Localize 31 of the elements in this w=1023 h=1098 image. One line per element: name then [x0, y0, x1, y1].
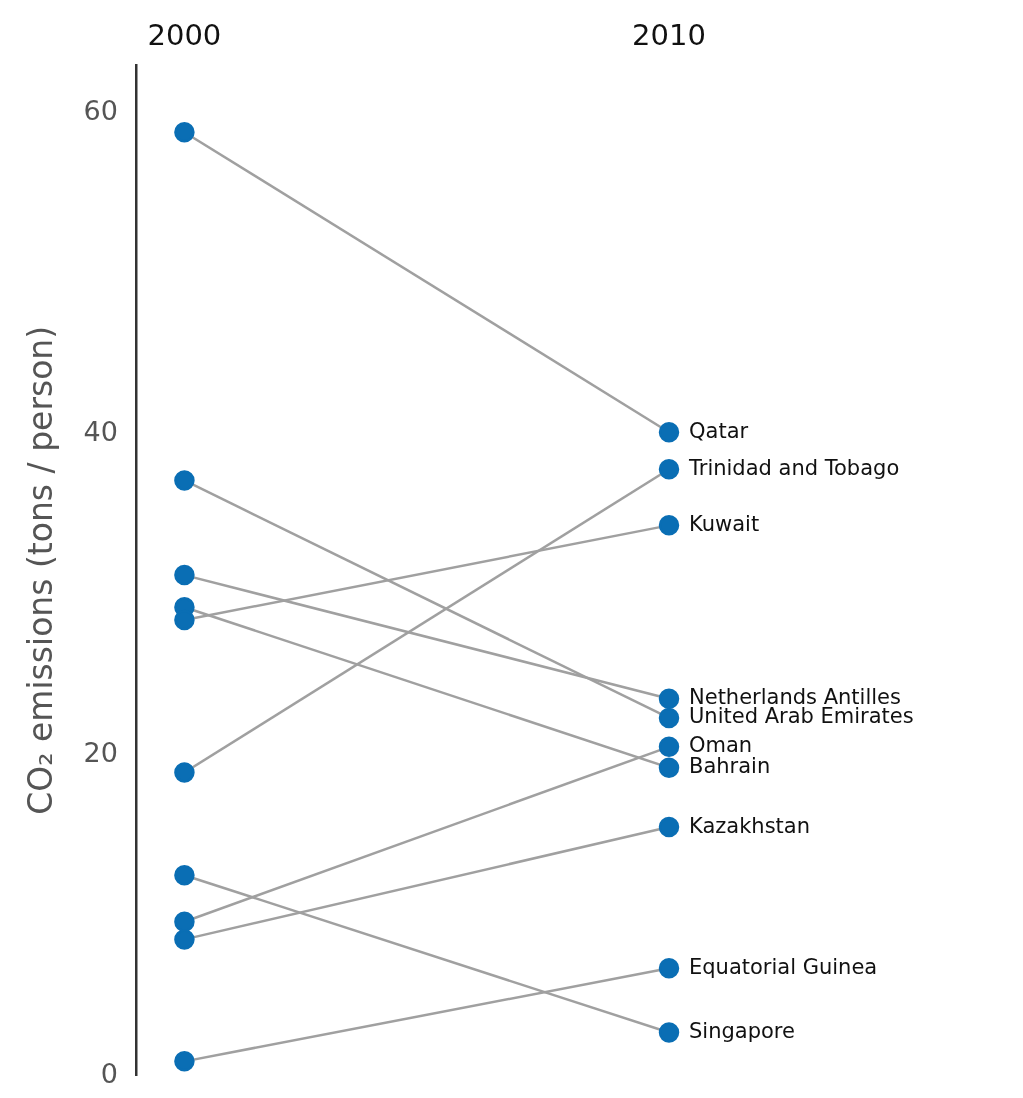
series-label: Kazakhstan [689, 813, 810, 838]
y-axis-title: CO₂ emissions (tons / person) [21, 325, 61, 815]
point [658, 816, 680, 838]
point [658, 958, 680, 979]
y-tick-label: 40 [83, 415, 118, 447]
series-label: Qatar [689, 418, 749, 443]
point [658, 458, 680, 480]
point [174, 762, 195, 783]
y-tick-label: 60 [83, 94, 118, 126]
point [658, 757, 680, 778]
y-tick-label: 20 [83, 736, 118, 768]
series-label: Equatorial Guinea [689, 954, 878, 979]
point [174, 470, 195, 491]
point [174, 121, 195, 143]
point [658, 515, 680, 536]
point [174, 564, 195, 586]
point [658, 707, 680, 729]
point [174, 911, 195, 932]
point [174, 929, 195, 950]
series-label: Singapore [689, 1018, 795, 1043]
point [658, 1022, 680, 1043]
point [174, 864, 195, 886]
series-label: Trinidad and Tobago [688, 455, 900, 480]
point [174, 1051, 195, 1072]
point [658, 688, 680, 709]
point [658, 736, 680, 758]
point [658, 422, 680, 443]
series-label: Kuwait [689, 511, 760, 536]
x-tick-label: 2010 [632, 17, 706, 52]
x-tick-label: 2000 [147, 17, 222, 52]
y-tick-label: 0 [100, 1057, 118, 1089]
